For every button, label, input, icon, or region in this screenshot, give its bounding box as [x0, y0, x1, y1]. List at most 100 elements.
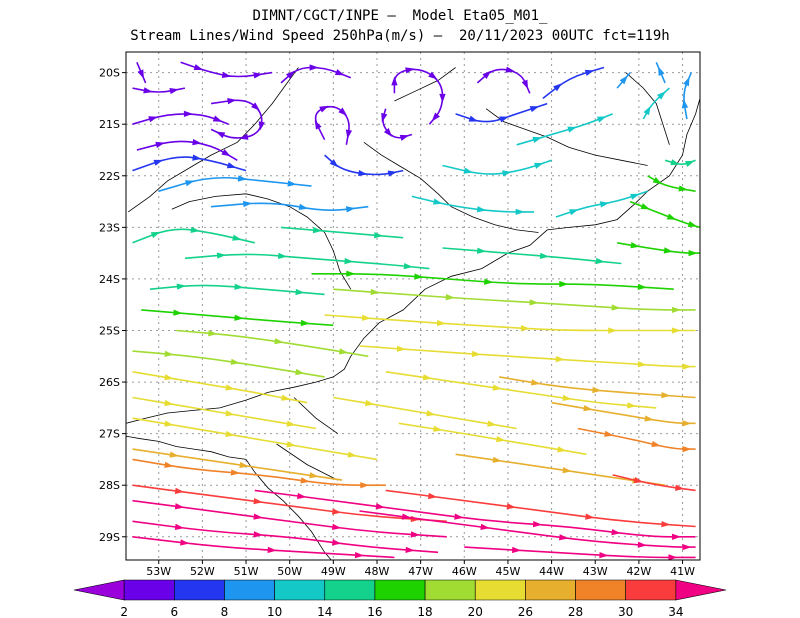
streamline-arrow	[184, 180, 195, 187]
colorbar-label: 20	[468, 605, 483, 618]
streamline	[149, 284, 325, 296]
x-tick-label: 50W	[277, 565, 302, 578]
streamline-arrow	[651, 440, 661, 448]
streamline-arrow	[216, 252, 227, 259]
streamline	[324, 154, 404, 176]
colorbar-label: 26	[518, 605, 533, 618]
streamline-arrow	[298, 203, 309, 210]
streamline-arrow	[652, 176, 662, 185]
streamline-arrow	[300, 477, 310, 484]
streamline-arrow	[463, 167, 474, 174]
streamline	[629, 200, 700, 229]
colorbar-segment	[174, 579, 225, 601]
streamline-arrow	[300, 319, 310, 327]
streamline-arrow	[558, 534, 569, 541]
streamline-arrow	[370, 288, 380, 296]
streamline-arrow	[619, 75, 628, 85]
streamline-arrow	[657, 91, 666, 100]
plot-frame	[125, 51, 701, 561]
streamline-arrow	[506, 503, 516, 510]
x-tick-label: 46W	[452, 565, 477, 578]
streamline-arrow	[347, 451, 357, 458]
streamline-arrow	[683, 76, 690, 87]
streamline-arrow	[225, 384, 235, 391]
streamline	[516, 113, 613, 146]
streamline-arrow	[596, 116, 607, 123]
streamline-arrow	[346, 270, 356, 277]
streamline	[499, 376, 696, 399]
streamline-arrow	[611, 304, 621, 311]
streamline-arrow	[345, 129, 353, 139]
streamline	[359, 345, 696, 368]
streamline-arrow	[373, 232, 384, 239]
y-tick-label: 20S	[99, 67, 120, 80]
chart-title-line-2: Stream Lines/Wind Speed 250hPa(m/s) – 20…	[130, 28, 670, 44]
streamline-arrow	[562, 467, 572, 474]
colorbar-label: 18	[417, 605, 432, 618]
streamline-arrow	[232, 234, 242, 241]
colorbar-segment	[73, 579, 125, 601]
colorbar-label: 30	[618, 605, 633, 618]
streamline-arrow	[401, 513, 412, 520]
streamline	[280, 226, 404, 239]
streamline-arrow	[164, 350, 174, 357]
streamline-arrow	[215, 131, 226, 139]
streamline	[455, 453, 666, 486]
streamline-arrow	[295, 368, 305, 376]
coastline	[293, 397, 338, 434]
streamline	[442, 159, 552, 175]
coastline	[485, 108, 648, 166]
chart-title-line-1: DIMNT/CGCT/INPE – Model Eta05_M01_	[252, 8, 548, 24]
streamline-arrow	[432, 198, 443, 205]
streamline	[612, 474, 696, 492]
y-tick-label: 26S	[99, 376, 120, 389]
streamline-arrow	[169, 451, 179, 458]
streamlines-layer	[132, 61, 700, 560]
streamline	[442, 247, 622, 265]
colorbar: 2 6 8 10 14 16 18 20 26 28 30 34	[73, 579, 727, 618]
streamline-arrow	[555, 355, 565, 363]
streamline-arrow	[153, 159, 163, 166]
streamline	[132, 536, 395, 559]
streamline-arrow	[169, 87, 179, 95]
y-tick-label: 25S	[99, 324, 120, 337]
streamline-arrow	[281, 394, 291, 401]
streamline-arrow	[285, 70, 295, 80]
x-tick-label: 42W	[626, 565, 651, 578]
coastline	[126, 435, 332, 560]
streamline-arrow	[495, 435, 506, 443]
streamline-arrow	[511, 546, 522, 554]
streamline-arrow	[309, 64, 319, 71]
streamline	[184, 253, 430, 270]
streamline-arrow	[487, 420, 497, 427]
streamline-arrow	[174, 503, 185, 510]
streamline-arrow	[267, 546, 277, 554]
streamline-arrow	[678, 185, 688, 192]
streamline-arrow	[331, 539, 342, 546]
colorbar-label: 16	[367, 605, 382, 618]
streamline	[411, 195, 535, 213]
streamline-arrow	[436, 319, 447, 327]
streamline-arrow	[251, 102, 260, 111]
streamline-arrow	[319, 105, 329, 113]
streamline-arrow	[637, 541, 647, 548]
streamline-arrow	[225, 410, 235, 417]
colorbar-segment	[525, 579, 576, 601]
streamline-arrow	[630, 193, 640, 200]
streamline-arrow	[557, 446, 567, 453]
streamline-arrow	[640, 203, 651, 210]
streamline-arrow	[234, 314, 244, 321]
streamline-arrow	[174, 487, 185, 494]
colorbar-segment	[374, 579, 426, 601]
streamline-arrow	[454, 513, 464, 520]
streamline-arrow	[427, 492, 438, 500]
streamline-arrow	[685, 160, 695, 167]
streamline-arrow	[668, 554, 678, 560]
streamline-arrow	[633, 476, 644, 484]
streamline-arrow	[534, 162, 544, 169]
streamline-arrow	[562, 394, 572, 402]
streamline	[136, 140, 238, 161]
streamline	[464, 546, 696, 559]
streamline-arrow	[391, 76, 398, 86]
streamline-arrow	[426, 410, 436, 417]
